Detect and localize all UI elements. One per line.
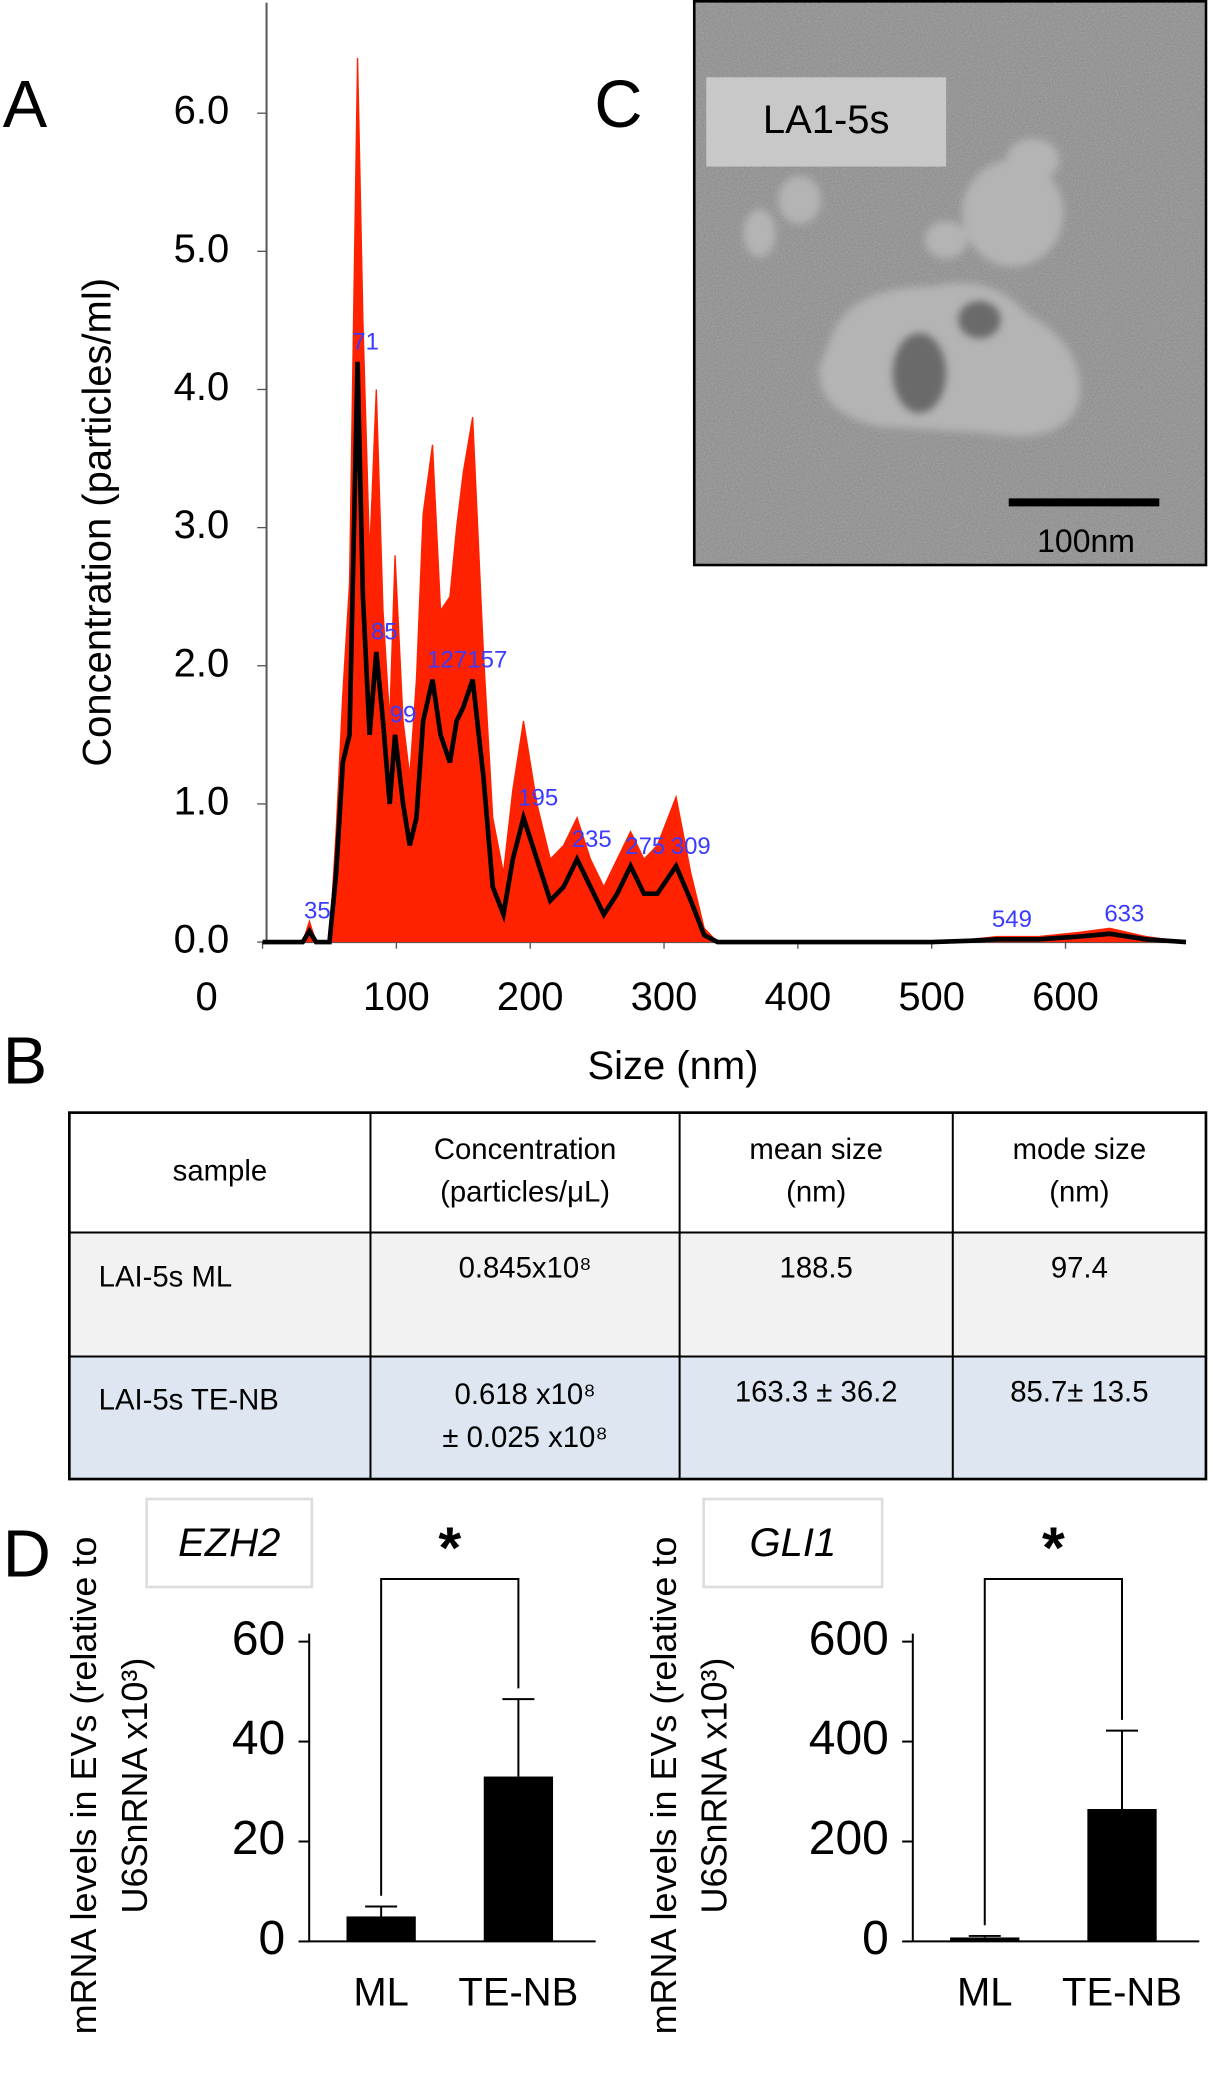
y-axis-label: U6SnRNA x10³): [114, 1658, 155, 1914]
table-cell: 97.4: [1051, 1252, 1108, 1285]
peak-label: 275: [625, 833, 665, 860]
y-tick-label: 5.0: [174, 227, 230, 271]
peak-label: 99: [390, 702, 417, 729]
x-tick-label: TE-NB: [458, 1970, 578, 2014]
bar: [950, 1937, 1020, 1942]
peak-label: 633: [1104, 900, 1144, 927]
panel-label: B: [3, 1025, 47, 1099]
table-header: (particles/μL): [440, 1176, 610, 1209]
panel-label: D: [3, 1518, 51, 1592]
table-header: sample: [173, 1154, 267, 1187]
annotation: *: [1042, 1516, 1065, 1581]
table-cell: 85.7± 13.5: [1010, 1376, 1148, 1409]
x-tick-label: ML: [353, 1970, 409, 2014]
y-tick-label: 40: [232, 1712, 285, 1765]
error-bar: [365, 1905, 398, 1917]
chart-title: EZH2: [178, 1521, 280, 1565]
table-cell: 0.845x10⁸: [459, 1252, 592, 1285]
error-bar: [968, 1934, 1001, 1938]
panel-label: A: [3, 68, 48, 142]
y-axis-label: U6SnRNA x10³): [693, 1658, 734, 1914]
y-tick-label: 400: [809, 1712, 889, 1765]
x-tick-label: 200: [497, 975, 564, 1019]
x-tick-label: 500: [898, 975, 965, 1019]
bar: [483, 1776, 554, 1942]
table-header: mean size: [749, 1133, 883, 1166]
table-cell: LAI-5s ML: [99, 1260, 233, 1293]
peak-label: 309: [671, 833, 711, 860]
x-tick-label: ML: [957, 1970, 1013, 2014]
x-tick-label: 100: [363, 975, 430, 1019]
x-axis-label: Size (nm): [587, 1044, 758, 1088]
line: [262, 361, 1187, 945]
y-tick-label: 200: [809, 1812, 889, 1865]
y-axis-label: mRNA levels in EVs (relative to: [63, 1537, 104, 2035]
table-cell: ± 0.025 x10⁸: [442, 1421, 607, 1454]
x-tick-label: 400: [765, 975, 832, 1019]
y-tick-label: 60: [232, 1612, 285, 1665]
y-tick-label: 0: [862, 1912, 889, 1965]
table-cell: 188.5: [780, 1252, 853, 1285]
x-tick-label: 600: [1032, 975, 1099, 1019]
peak-label: 35: [304, 898, 331, 925]
title-box: [702, 1497, 884, 1589]
peak-label: 71: [352, 329, 379, 356]
y-tick-label: 4.0: [174, 365, 230, 409]
micrograph: LA1-5s 100nm: [692, 0, 1208, 567]
y-tick-label: 6.0: [174, 89, 230, 133]
peak-label: 549: [992, 906, 1032, 933]
peak-label: 235: [572, 826, 612, 853]
y-axis-label: Concentration (particles/ml): [76, 278, 120, 767]
table-cell: 163.3 ± 36.2: [735, 1376, 898, 1409]
x-tick-label: TE-NB: [1062, 1970, 1182, 2014]
significance-bracket: [983, 1577, 1124, 1926]
title-box: [145, 1497, 314, 1589]
x-tick-label: 0: [195, 975, 217, 1019]
y-tick-label: 0.0: [174, 918, 230, 962]
y-tick-label: 1.0: [174, 779, 230, 823]
annotation: *: [438, 1516, 461, 1581]
y-tick-label: 3.0: [174, 503, 230, 547]
table-header: (nm): [1049, 1176, 1109, 1209]
table-header: Concentration: [434, 1133, 616, 1166]
y-tick-label: 600: [809, 1612, 889, 1665]
table-header: (nm): [786, 1176, 846, 1209]
chart-title: GLI1: [750, 1521, 837, 1565]
error-bar: [1106, 1729, 1138, 1810]
table-header: mode size: [1013, 1133, 1147, 1166]
peak-label: 157: [467, 646, 507, 673]
micrograph-label: LA1-5s: [763, 98, 890, 142]
y-tick-label: 0: [259, 1912, 286, 1965]
bar: [346, 1916, 416, 1942]
peak-label: 85: [371, 619, 398, 646]
y-tick-label: 2.0: [174, 641, 230, 685]
error-bar: [502, 1698, 535, 1777]
bar: [1087, 1809, 1157, 1942]
significance-bracket: [380, 1577, 520, 1896]
y-axis-label: mRNA levels in EVs (relative to: [643, 1537, 684, 2035]
peak-label: 195: [518, 784, 558, 811]
table-cell: LAI-5s TE-NB: [99, 1384, 279, 1417]
panel-label: C: [594, 68, 642, 142]
y-tick-label: 20: [232, 1812, 285, 1865]
table: [68, 1111, 1208, 1481]
scale-bar-label: 100nm: [1037, 523, 1135, 559]
x-tick-label: 300: [631, 975, 698, 1019]
table-cell: 0.618 x10⁸: [455, 1378, 596, 1411]
peak-label: 127: [427, 646, 467, 673]
